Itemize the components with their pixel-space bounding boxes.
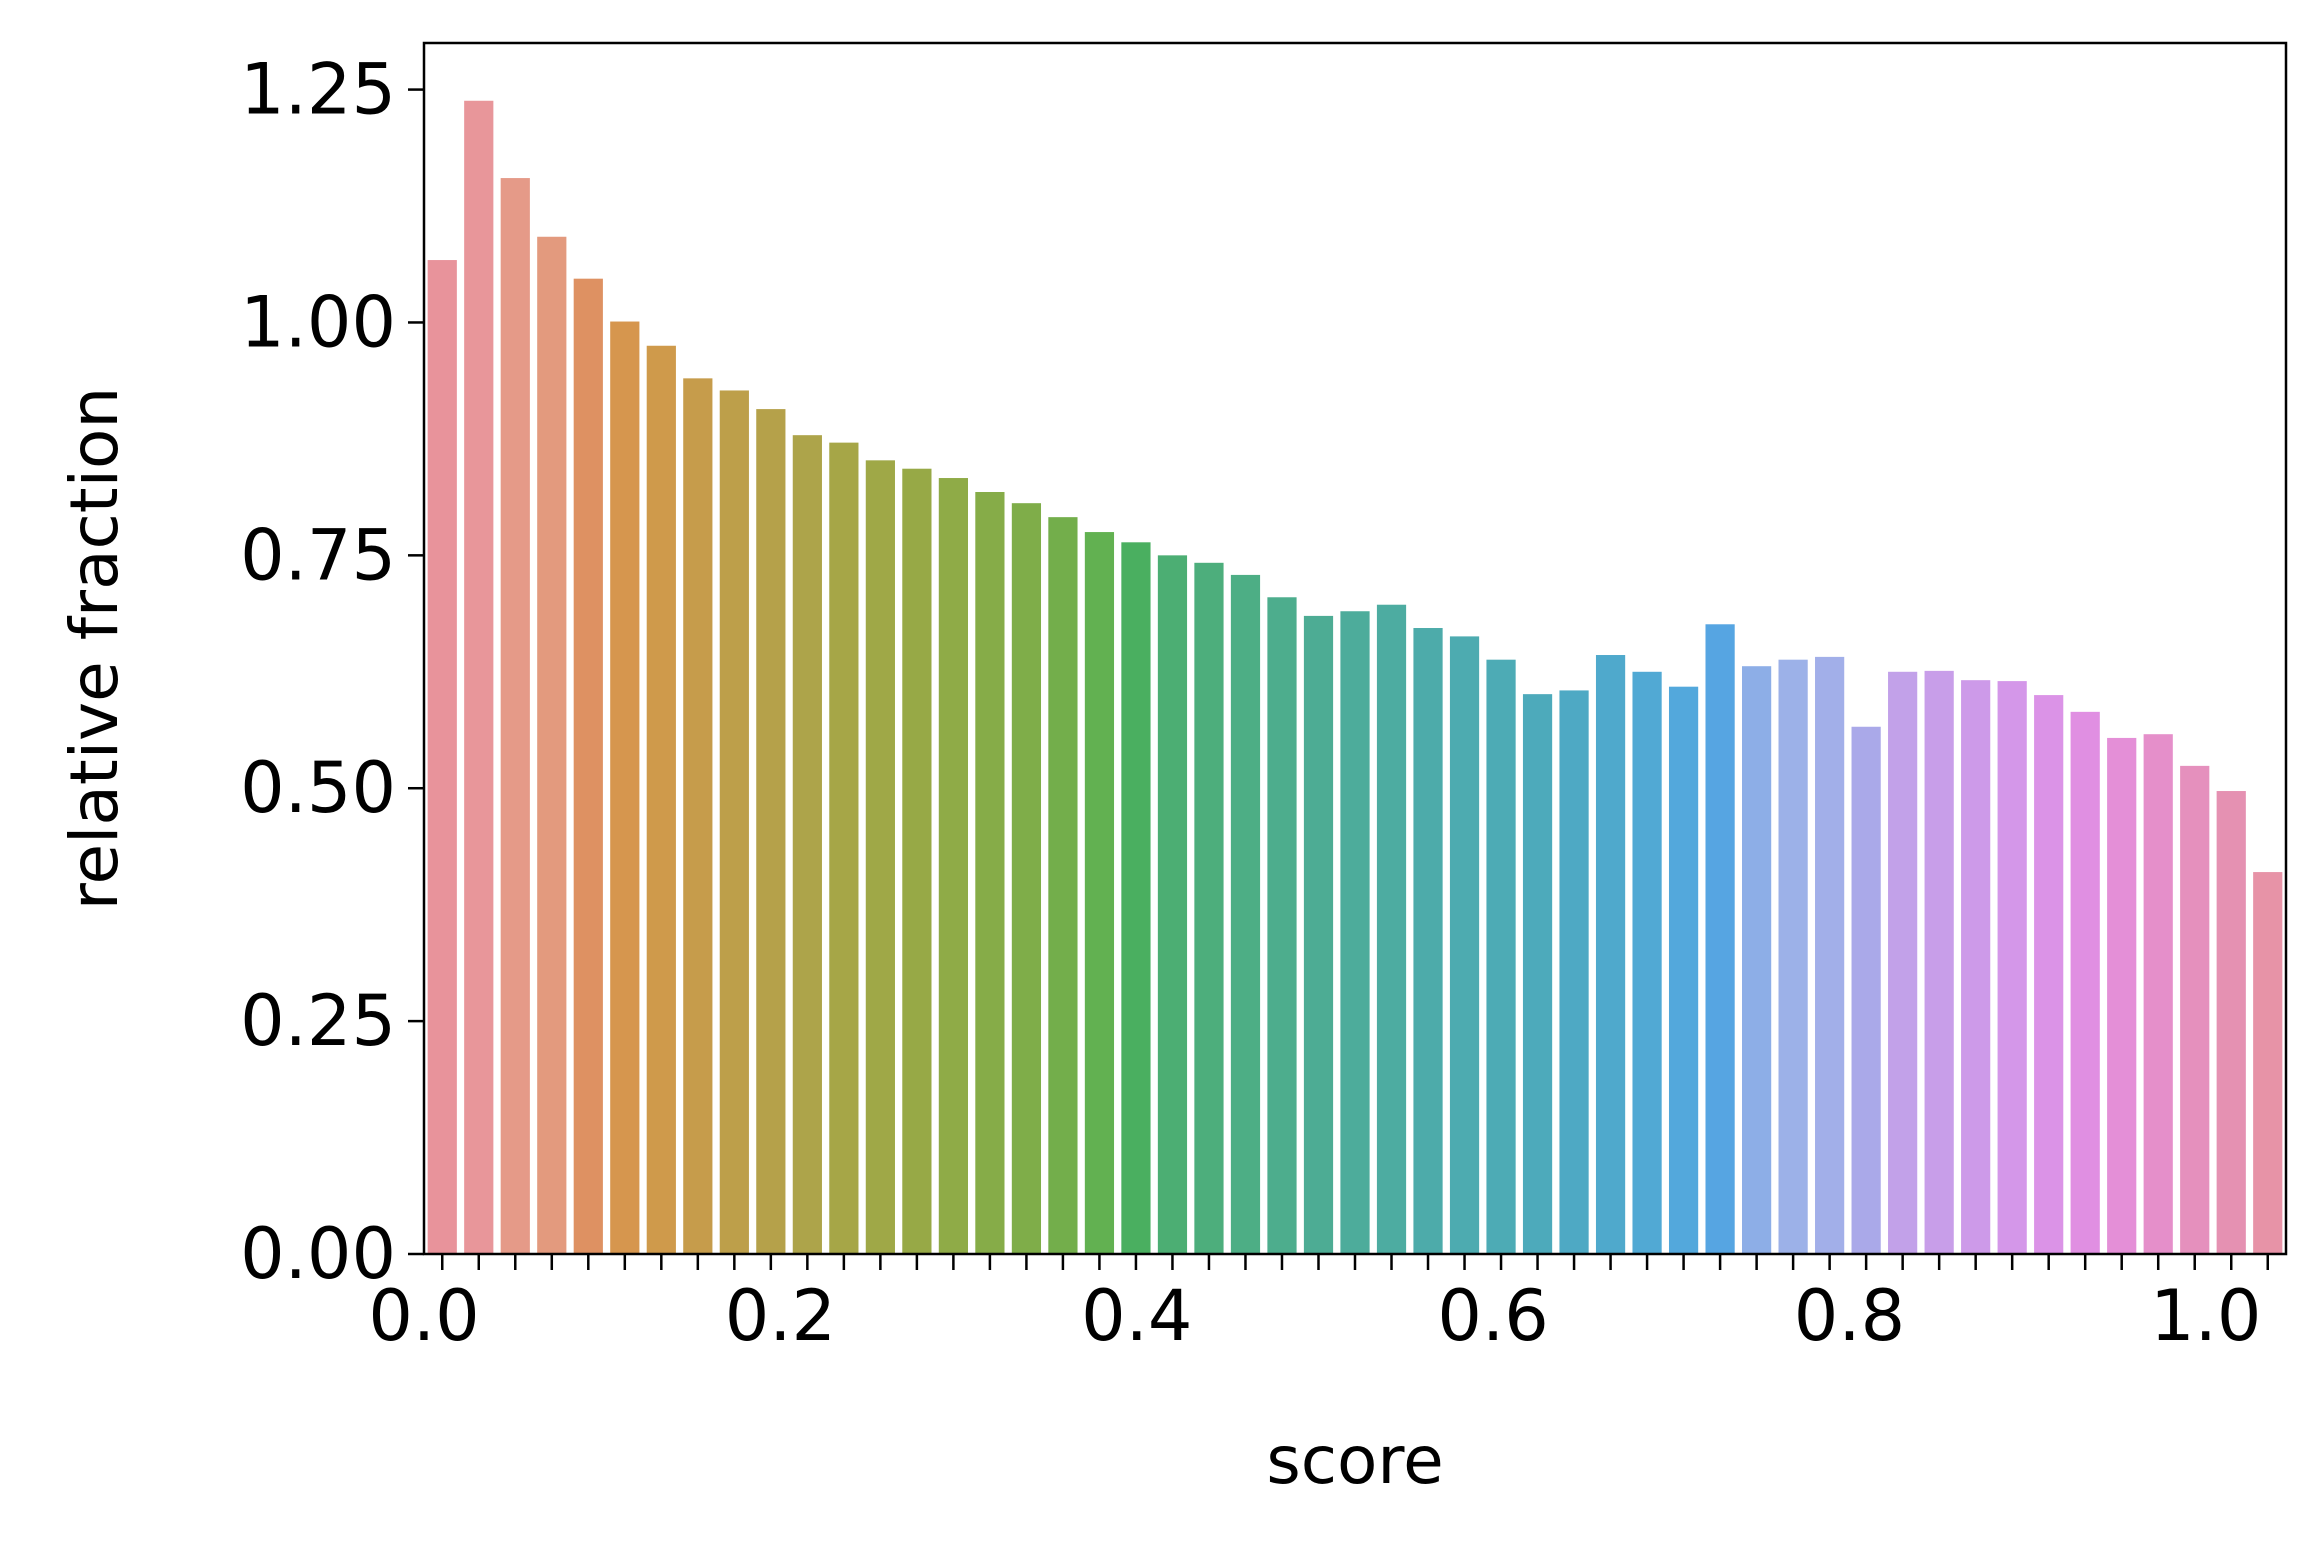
bars-layer [427,100,2283,1255]
y-tick-label: 0.25 [240,980,396,1062]
plot-frame [422,41,2288,1256]
axes-layer: 0.00 0.25 0.50 0.75 1.00 1.25 0.0 0.2 0.4 0.6 0.8 1… [240,49,2269,1357]
bar-0.94 [2107,737,2137,1254]
bar-0.36 [1048,517,1078,1254]
bar-0.54 [1376,604,1407,1254]
bar-0.96 [2143,734,2173,1254]
x-axis-label: score [1266,1422,1443,1499]
bar-0.38 [1084,532,1115,1254]
bar-0.14 [646,345,676,1254]
bar-0.58 [1449,636,1480,1254]
x-tick-label: 0.2 [725,1275,836,1357]
bar-0.28 [902,468,932,1255]
bar-0.10 [573,278,603,1254]
bar-0.32 [975,492,1005,1254]
bar-0.22 [792,435,822,1254]
y-tick-label: 1.00 [240,281,396,363]
bar-0.06 [500,178,530,1254]
bar-0.42 [1157,555,1188,1254]
bar-0.82 [1888,671,1918,1254]
bar-0.12 [610,321,640,1254]
bar-0.46 [1230,574,1261,1254]
bar-0.98 [2180,765,2210,1254]
bar-0.60 [1486,659,1516,1254]
bar-0.02 [427,260,457,1254]
bar-0.04 [464,100,494,1254]
y-tick-label: 0.00 [240,1213,396,1295]
bar-0.16 [683,378,713,1255]
bar-0.92 [2070,711,2100,1254]
bar-1.00 [2216,791,2246,1254]
x-tick-label: 0.8 [1794,1275,1905,1357]
bar-0.74 [1742,666,1772,1254]
y-tick-label: 0.75 [240,514,396,596]
bar-0.84 [1924,670,1954,1254]
bar-0.18 [719,390,749,1255]
bar-0.70 [1668,686,1699,1254]
y-tick-label: 1.25 [240,49,396,131]
bar-0.40 [1121,542,1151,1254]
bar-0.62 [1522,694,1553,1254]
bar-0.34 [1011,503,1042,1254]
bar-0.44 [1194,562,1224,1254]
bar-0.88 [1997,681,2027,1254]
bar-0.20 [756,409,786,1255]
bar-0.80 [1851,726,1881,1254]
bar-0.64 [1559,690,1589,1254]
bar-0.86 [1961,680,1991,1254]
y-axis-label: relative fraction [56,387,133,910]
bar-0.52 [1340,611,1370,1254]
bar-0.66 [1595,655,1626,1254]
bar-0.24 [829,442,859,1254]
bar-0.78 [1815,656,1845,1254]
bar-1.02 [2253,872,2283,1254]
x-tick-label: 0.6 [1437,1275,1548,1357]
x-tick-label: 0.0 [368,1275,479,1357]
bar-0.90 [2034,695,2064,1254]
bar-0.72 [1705,624,1735,1254]
bar-0.48 [1267,597,1297,1254]
bar-0.76 [1778,659,1808,1254]
y-tick-label: 0.50 [240,747,396,829]
x-tick-label: 0.4 [1081,1275,1192,1357]
bar-0.56 [1413,628,1443,1254]
bar-0.30 [938,478,968,1254]
bar-0.26 [865,460,895,1255]
bar-0.68 [1632,671,1662,1254]
bar-0.08 [537,236,567,1254]
bar-0.50 [1303,615,1334,1254]
x-tick-label: 1.0 [2150,1275,2261,1357]
